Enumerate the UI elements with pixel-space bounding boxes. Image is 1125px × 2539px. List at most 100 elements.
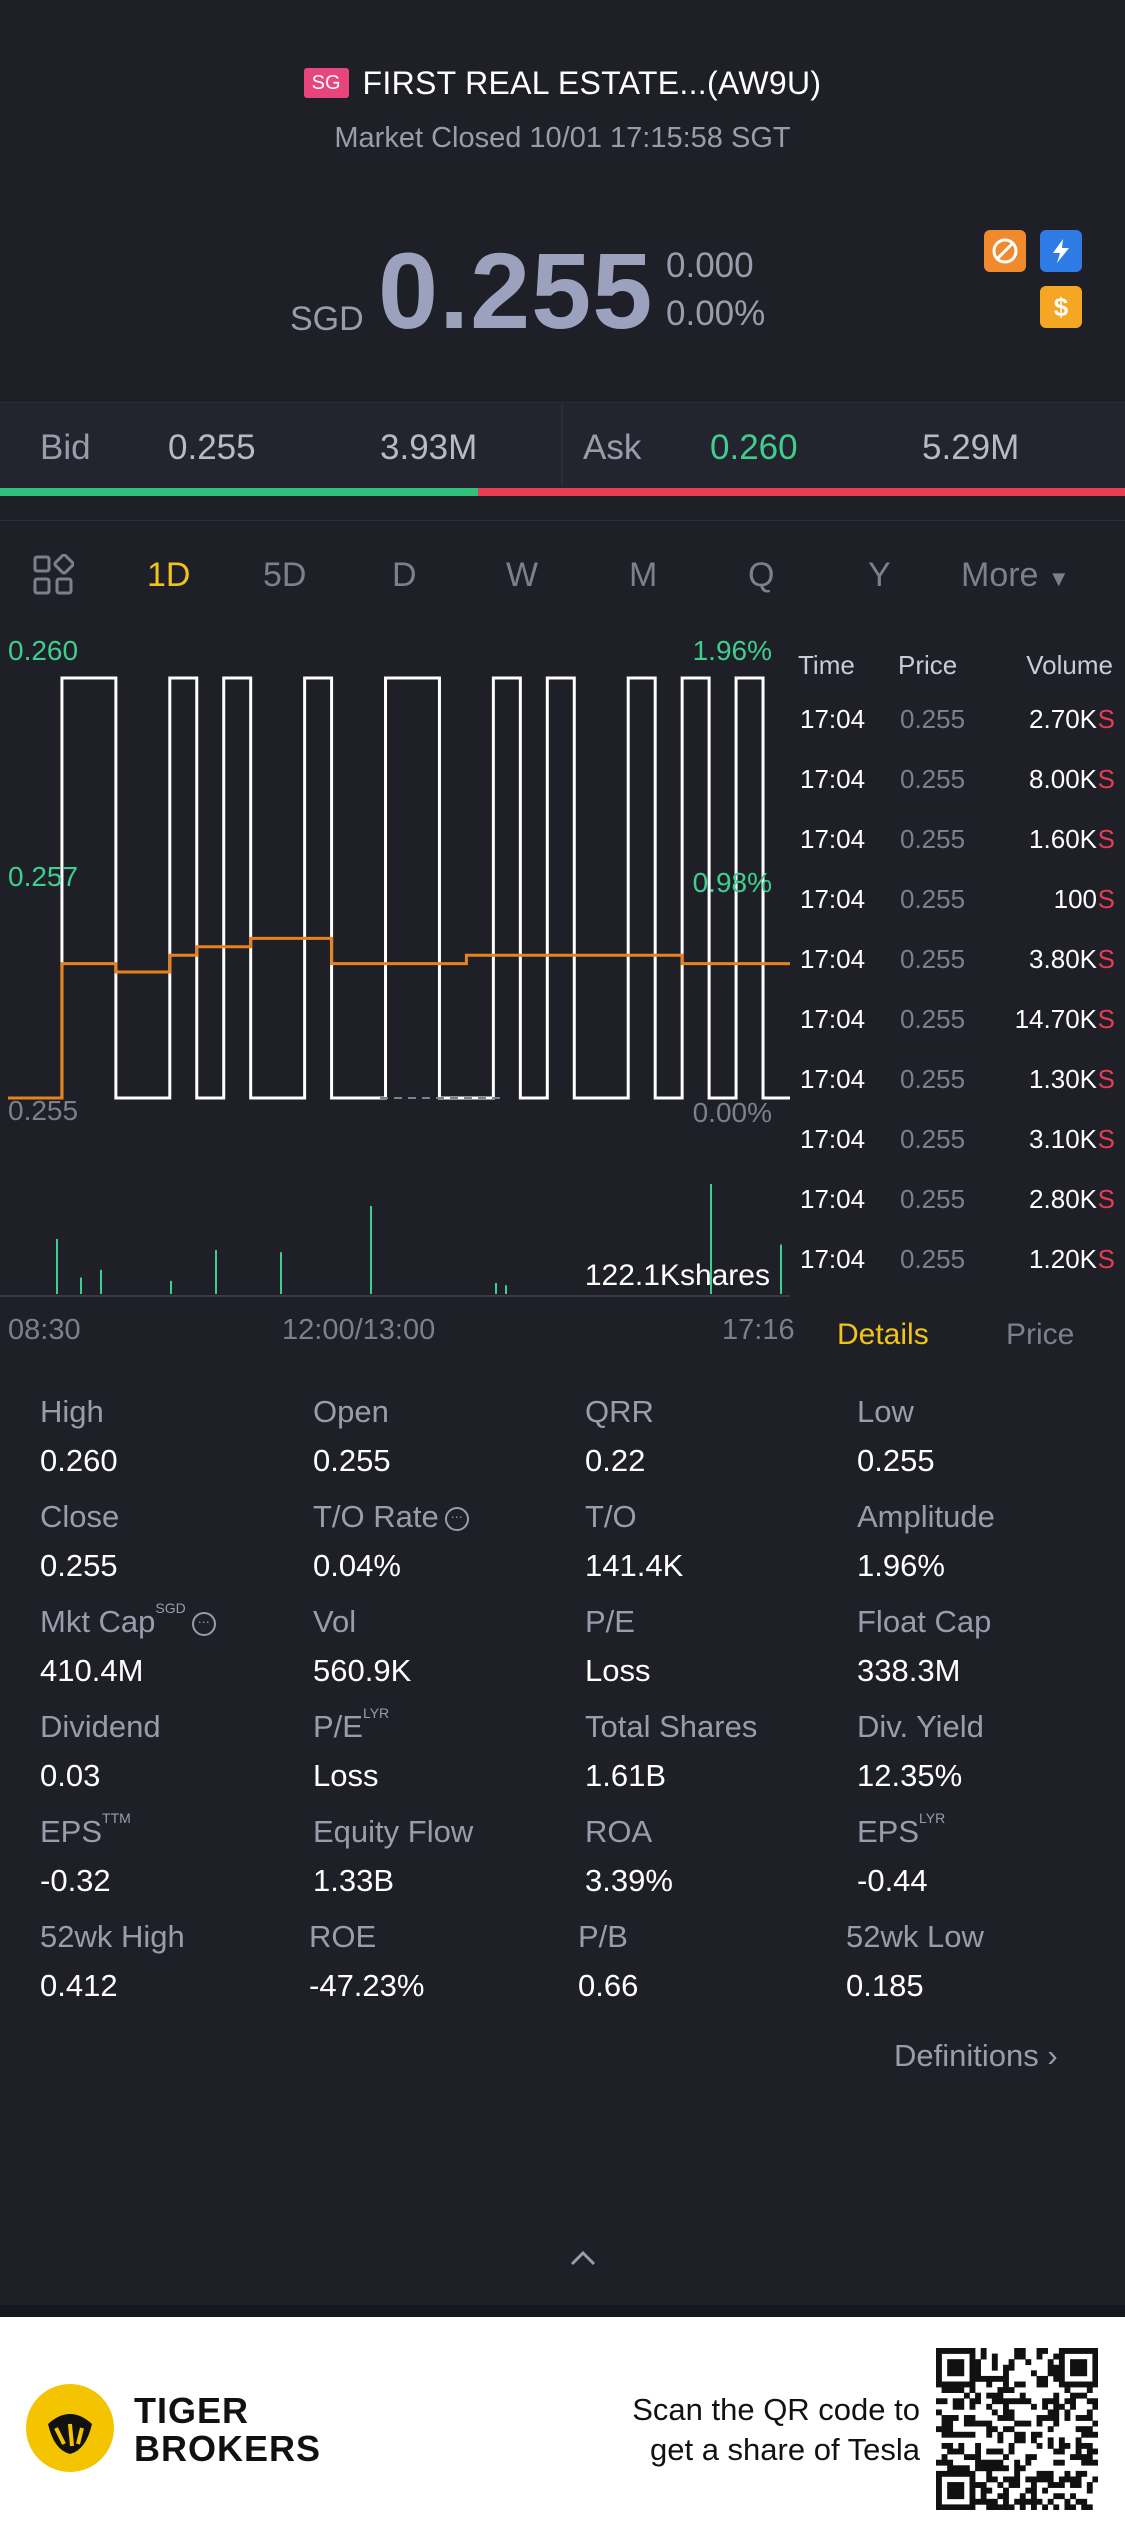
stat-eps-lyr-sup: LYR — [919, 1810, 946, 1826]
no-short-sell-icon[interactable] — [984, 230, 1026, 272]
volume-bar — [495, 1283, 497, 1294]
pct-axis-mid: 0.98% — [693, 867, 772, 898]
trade-volume: 1.20K — [1029, 1244, 1097, 1274]
bid-ratio-bar — [0, 488, 478, 496]
stat-open-label: Open — [313, 1394, 389, 1429]
trade-time: 17:04 — [800, 704, 866, 734]
trade-time: 17:04 — [800, 1064, 866, 1094]
tab-d[interactable]: D — [392, 556, 417, 594]
volume-bar — [80, 1277, 82, 1294]
trade-row: 17:04 0.255 1.60K S — [790, 824, 1125, 884]
trade-volume: 3.80K — [1029, 944, 1097, 974]
stat-mkt-cap-value: 410.4M — [40, 1653, 144, 1688]
trade-side: S — [1097, 884, 1115, 914]
trade-side: S — [1097, 764, 1115, 794]
chevron-up-icon[interactable] — [568, 2248, 598, 2273]
flash-icon[interactable] — [1040, 230, 1082, 272]
stat-qrr-value: 0.22 — [585, 1443, 646, 1478]
tab-details[interactable]: Details — [837, 1318, 929, 1351]
stat-52wk-low-value: 0.185 — [846, 1968, 924, 2003]
volume-bar — [170, 1280, 172, 1294]
trade-time: 17:04 — [800, 824, 866, 854]
stat-eps-ttm-value: -0.32 — [40, 1863, 111, 1898]
trades-header-price: Price — [898, 650, 958, 680]
volume-bar — [780, 1244, 782, 1294]
stat-eps-lyr-label: EPS — [857, 1814, 920, 1849]
stat-to-label: T/O — [585, 1499, 637, 1534]
stat-eps-lyr: EPSLYR — [857, 1810, 945, 1850]
stat-mkt-cap-sup: SGD — [155, 1600, 186, 1616]
trade-row: 17:04 0.255 1.20K S — [790, 1244, 1125, 1304]
stat-roe-label: ROE — [309, 1919, 377, 1954]
volume-bar — [370, 1206, 372, 1294]
trade-side: S — [1097, 1124, 1115, 1154]
volume-label: 122.1Kshares — [585, 1259, 770, 1292]
quote-header — [0, 0, 1125, 400]
stat-roe-value: -47.23% — [309, 1968, 425, 2003]
definitions-label: Definitions — [894, 2038, 1039, 2073]
caret-down-icon: ▼ — [1047, 566, 1070, 591]
info-icon[interactable]: ⋯ — [444, 1506, 469, 1531]
stat-52wk-low-label: 52wk Low — [846, 1919, 984, 1954]
tab-q[interactable]: Q — [748, 556, 775, 594]
stat-pe-value: Loss — [585, 1653, 651, 1688]
trade-price: 0.255 — [900, 944, 966, 974]
stat-qrr-label: QRR — [585, 1394, 654, 1429]
tab-more-label: More — [961, 556, 1039, 594]
tab-m[interactable]: M — [629, 556, 658, 594]
trade-volume: 100 — [1053, 884, 1097, 914]
last-price: 0.255 — [378, 230, 654, 351]
volume-bar — [280, 1252, 282, 1294]
tab-price[interactable]: Price — [1006, 1318, 1075, 1351]
stat-high-label: High — [40, 1394, 104, 1429]
info-icon[interactable]: ⋯ — [191, 1611, 216, 1636]
stat-dividend-label: Dividend — [40, 1709, 161, 1744]
stock-title[interactable]: FIRST REAL ESTATE...(AW9U) — [362, 64, 822, 101]
tab-5d[interactable]: 5D — [263, 556, 307, 594]
stat-amplitude-value: 1.96% — [857, 1548, 945, 1583]
definitions-link[interactable]: Definitions › — [894, 2038, 1058, 2074]
trade-price: 0.255 — [900, 1004, 966, 1034]
volume-bars — [56, 1184, 782, 1294]
stat-low-value: 0.255 — [857, 1443, 935, 1478]
trade-volume: 3.10K — [1029, 1124, 1097, 1154]
stat-52wk-high-value: 0.412 — [40, 1968, 118, 2003]
layout-grid-icon[interactable] — [32, 553, 75, 596]
stat-mkt-cap-label: Mkt Cap — [40, 1604, 156, 1639]
trade-side: S — [1097, 704, 1115, 734]
stat-div-yield-value: 12.35% — [857, 1758, 963, 1793]
stat-pe-lyr-value: Loss — [313, 1758, 379, 1793]
stat-close-value: 0.255 — [40, 1548, 118, 1583]
tab-y[interactable]: Y — [868, 556, 891, 594]
trade-price: 0.255 — [900, 1244, 966, 1274]
trade-side: S — [1097, 1184, 1115, 1214]
trade-volume: 8.00K — [1029, 764, 1097, 794]
scan-text-line1: Scan the QR code to — [632, 2392, 920, 2427]
y-axis-top: 0.260 — [8, 635, 78, 666]
trade-time: 17:04 — [800, 1184, 866, 1214]
trade-row: 17:04 0.255 2.70K S — [790, 704, 1125, 764]
trade-row: 17:04 0.255 3.80K S — [790, 944, 1125, 1004]
bid-ask-divider — [561, 404, 563, 486]
tab-1d[interactable]: 1D — [147, 556, 191, 594]
dollar-icon[interactable]: $ — [1040, 286, 1082, 328]
qr-code — [936, 2348, 1098, 2510]
trade-time: 17:04 — [800, 884, 866, 914]
pct-axis-bottom: 0.00% — [693, 1097, 772, 1128]
stat-float-cap-value: 338.3M — [857, 1653, 961, 1688]
trade-row: 17:04 0.255 8.00K S — [790, 764, 1125, 824]
price-line — [8, 676, 790, 1100]
stat-to-rate: T/O Rate ⋯ — [313, 1499, 469, 1535]
trade-side: S — [1097, 1244, 1115, 1274]
trade-time: 17:04 — [800, 1244, 866, 1274]
ask-ratio-bar — [478, 488, 1125, 496]
trade-row: 17:04 0.255 2.80K S — [790, 1184, 1125, 1244]
tab-more[interactable]: More ▼ — [961, 556, 1070, 595]
stat-open-value: 0.255 — [313, 1443, 391, 1478]
stat-pb-value: 0.66 — [578, 1968, 639, 2003]
trade-volume: 14.70K — [1014, 1004, 1097, 1034]
intraday-chart[interactable]: 0.260 0.257 0.255 1.96% 0.98% 0.00% 122.… — [0, 630, 790, 1310]
stat-eps-ttm: EPSTTM — [40, 1810, 131, 1850]
volume-bar — [505, 1285, 507, 1294]
tab-w[interactable]: W — [506, 556, 539, 594]
